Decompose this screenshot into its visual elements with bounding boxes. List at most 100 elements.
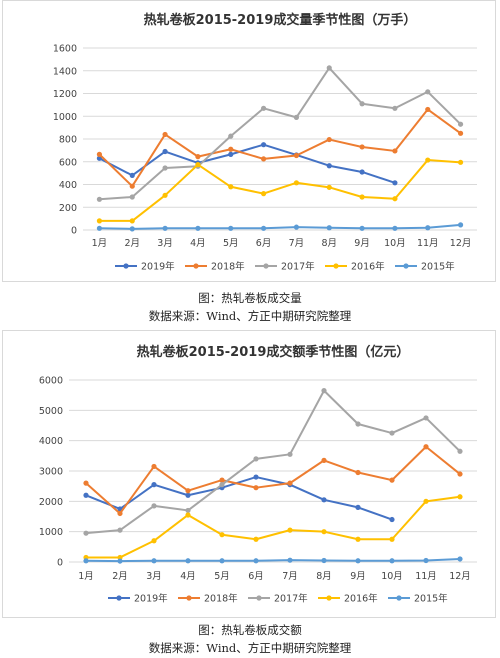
x-tick-label: 2月 (124, 238, 140, 249)
data-point (219, 558, 225, 564)
x-tick-label: 11月 (417, 238, 439, 249)
x-tick-label: 5月 (223, 238, 239, 249)
figure-source-turnover: 数据来源：Wind、方正中期研究院整理 (148, 641, 352, 655)
data-point (287, 451, 293, 457)
y-tick-label: 1400 (53, 66, 77, 77)
x-tick-label: 6月 (256, 238, 272, 249)
x-tick-label: 6月 (248, 571, 264, 582)
x-tick-label: 4月 (190, 238, 206, 249)
data-point (359, 144, 365, 150)
data-point (425, 157, 431, 163)
legend-marker (263, 263, 269, 269)
series-line (85, 557, 461, 563)
legend-marker (123, 263, 129, 269)
chart-turnover: 热轧卷板2015-2019成交额季节性图（亿元） 0 1000 2000 3000 400… (39, 344, 477, 605)
data-point (355, 421, 361, 427)
data-point (219, 532, 225, 538)
x-tick-label: 1月 (92, 238, 108, 249)
data-point (457, 159, 464, 165)
data-point (195, 154, 201, 160)
data-point (117, 527, 123, 533)
data-point (219, 482, 225, 488)
data-point (321, 557, 327, 564)
legend-label: 2019年 (141, 261, 175, 273)
data-point (253, 474, 259, 480)
data-point (253, 536, 259, 542)
data-point (96, 196, 103, 202)
data-point (185, 488, 191, 494)
figure-caption-turnover: 图：热轧卷板成交额 (198, 623, 302, 637)
x-tick-label: 1月 (78, 571, 94, 582)
x-tick-label: 12月 (450, 238, 472, 249)
data-point (389, 516, 395, 523)
data-point (96, 151, 103, 157)
y-tick-label: 600 (59, 157, 77, 168)
y-tick-label: 800 (59, 135, 77, 146)
data-point (151, 463, 157, 470)
y-tick-label: 1600 (53, 44, 77, 55)
legend-label: 2017年 (281, 261, 315, 273)
data-point (83, 558, 89, 564)
data-point (293, 224, 300, 230)
legend-marker (326, 595, 332, 601)
data-point (326, 184, 332, 190)
data-point (195, 161, 201, 168)
data-point (185, 558, 191, 564)
x-tick-label: 7月 (289, 238, 305, 249)
data-point (96, 225, 103, 231)
data-point (392, 225, 398, 231)
data-point (457, 494, 463, 500)
data-point (228, 146, 234, 152)
chart-turnover-panel: 热轧卷板2015-2019成交额季节性图（亿元） 0 1000 2000 3000 400… (2, 330, 496, 618)
x-tick-label: 5月 (214, 571, 230, 582)
data-point (83, 530, 89, 536)
data-point (326, 136, 332, 143)
data-point (389, 536, 395, 542)
chart-title: 热轧卷板2015-2019成交量季节性图（万手） (144, 12, 417, 28)
x-tick-label: 11月 (415, 571, 437, 582)
data-point (425, 106, 431, 113)
chart-title: 热轧卷板2015-2019成交额季节性图（亿元） (137, 344, 410, 360)
series-line (85, 445, 461, 515)
series-line (99, 159, 461, 222)
data-point (260, 156, 267, 162)
data-point (83, 492, 89, 498)
data-point (457, 222, 464, 228)
data-point (293, 114, 300, 120)
data-point (117, 554, 123, 561)
data-point (293, 180, 300, 186)
data-point (129, 183, 135, 189)
data-point (287, 557, 293, 563)
data-point (219, 477, 225, 483)
data-point (162, 192, 168, 198)
y-tick-label: 6000 (39, 376, 63, 387)
data-point (260, 105, 267, 111)
y-tick-label: 1200 (53, 89, 77, 100)
data-point (392, 196, 398, 202)
series-line (85, 389, 461, 535)
data-point (321, 529, 327, 535)
data-point (260, 225, 267, 231)
series-line (85, 476, 393, 521)
legend-label: 2018年 (211, 261, 245, 273)
data-point (162, 148, 168, 155)
data-point (423, 557, 429, 564)
x-tick-label: 9月 (350, 571, 366, 582)
data-point (457, 556, 463, 562)
data-point (457, 130, 464, 136)
data-point (389, 430, 395, 436)
data-point (151, 482, 157, 488)
x-tick-label: 9月 (354, 238, 370, 249)
legend-label: 2018年 (204, 593, 238, 605)
legend-label: 2015年 (414, 593, 448, 605)
data-point (253, 558, 259, 564)
y-tick-label: 200 (59, 203, 77, 214)
y-tick-label: 4000 (39, 436, 63, 447)
data-point (355, 536, 361, 542)
data-point (392, 105, 398, 111)
x-tick-label: 4月 (180, 571, 196, 582)
legend-marker (396, 595, 402, 601)
data-point (389, 558, 395, 564)
data-point (359, 194, 365, 200)
data-point (96, 218, 103, 224)
